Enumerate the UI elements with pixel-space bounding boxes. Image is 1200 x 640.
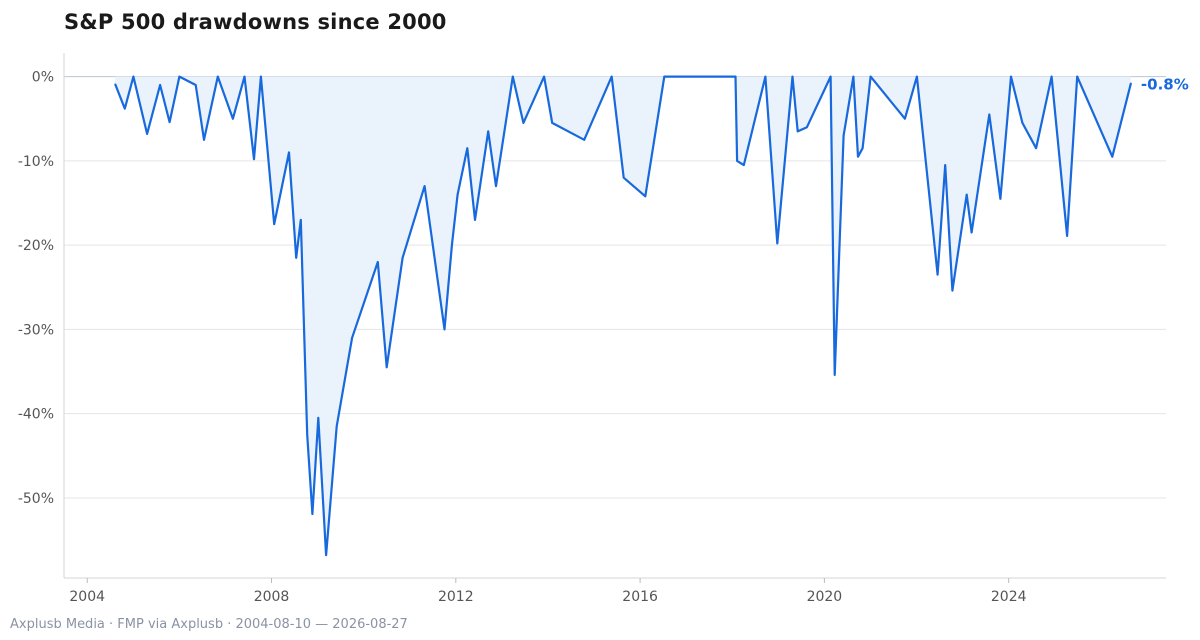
data-point	[423, 185, 426, 187]
data-point	[243, 75, 246, 78]
data-point	[644, 195, 647, 198]
x-tick-label: 2016	[622, 589, 658, 605]
x-tick-label: 2012	[438, 589, 474, 605]
data-point	[124, 107, 126, 110]
data-point	[736, 160, 738, 162]
data-point	[551, 122, 553, 124]
data-point	[857, 155, 859, 158]
data-point	[970, 231, 973, 234]
data-point	[474, 219, 476, 221]
data-point	[325, 554, 327, 557]
data-point	[833, 374, 836, 376]
data-point	[965, 193, 968, 196]
drawdown-area	[115, 76, 1131, 556]
data-point	[1035, 147, 1037, 150]
data-point	[988, 113, 991, 116]
tick-labels: 0% -10% -20% -30% -40% -50% 2004 2008 2012 2016 20…	[18, 70, 1189, 605]
data-point	[512, 75, 514, 78]
data-point	[159, 84, 161, 86]
data-point	[1010, 75, 1012, 78]
data-point	[1111, 155, 1114, 158]
data-point	[1021, 122, 1024, 124]
data-point	[904, 117, 906, 120]
latest-value-label: -0.8%	[1141, 75, 1189, 93]
axes	[63, 53, 1166, 583]
y-tick-label: 0%	[32, 70, 54, 86]
data-point	[999, 197, 1002, 200]
data-point	[1066, 235, 1068, 237]
data-point	[764, 75, 767, 78]
data-point	[335, 425, 338, 428]
data-point	[351, 337, 353, 339]
data-point	[253, 158, 255, 160]
data-point	[916, 75, 918, 78]
data-point	[451, 244, 453, 246]
y-tick-label: -40%	[18, 407, 54, 423]
data-point	[260, 75, 262, 78]
data-point	[178, 75, 181, 78]
data-point	[146, 133, 148, 135]
data-point	[796, 130, 799, 133]
data-point	[311, 513, 314, 515]
data-point	[456, 193, 459, 196]
series-layer	[114, 75, 1132, 557]
data-point	[522, 122, 525, 124]
data-point	[622, 176, 625, 179]
data-point	[168, 121, 171, 123]
data-point	[1076, 75, 1078, 78]
data-point	[791, 75, 794, 78]
data-point	[216, 75, 219, 78]
data-point	[306, 433, 309, 436]
data-point	[194, 84, 197, 86]
data-point	[232, 117, 234, 120]
data-point	[203, 138, 205, 141]
grid-lines	[64, 76, 1166, 499]
data-point	[466, 147, 469, 150]
data-point	[385, 366, 388, 369]
data-point	[869, 75, 872, 78]
data-point	[944, 164, 947, 166]
data-point	[273, 223, 275, 225]
x-tick-label: 2024	[991, 589, 1027, 605]
data-point	[132, 75, 135, 78]
data-point	[842, 134, 845, 137]
data-point	[776, 242, 779, 245]
chart-title: S&P 500 drawdowns since 2000	[64, 10, 447, 34]
y-tick-label: -30%	[18, 322, 54, 338]
data-point	[806, 126, 808, 128]
y-tick-label: -20%	[18, 238, 54, 254]
data-point	[543, 75, 545, 78]
data-point	[401, 256, 404, 259]
data-point	[114, 83, 117, 85]
data-point	[663, 75, 666, 78]
data-point	[1130, 82, 1132, 85]
data-point	[742, 164, 745, 166]
data-point	[829, 75, 832, 78]
x-tick-label: 2020	[807, 589, 843, 605]
data-point	[288, 151, 290, 154]
data-point	[1050, 75, 1053, 78]
data-point	[936, 273, 939, 276]
data-point	[443, 328, 446, 331]
data-point	[610, 75, 613, 78]
y-tick-label: -50%	[18, 491, 54, 507]
source-footer: Axplusb Media · FMP via Axplusb · 2004-0…	[10, 617, 408, 632]
data-point	[583, 138, 586, 141]
data-point	[317, 417, 320, 419]
data-point	[487, 130, 490, 133]
data-point	[295, 256, 298, 259]
data-point	[299, 219, 302, 221]
data-point	[734, 75, 737, 78]
x-tick-label: 2004	[69, 589, 105, 605]
y-tick-label: -10%	[18, 154, 54, 170]
data-point	[495, 185, 497, 187]
data-point	[951, 289, 954, 292]
data-point	[852, 75, 855, 78]
data-point	[377, 261, 379, 263]
drawdown-line	[114, 75, 1132, 557]
data-point	[861, 147, 864, 150]
x-tick-label: 2008	[254, 589, 290, 605]
